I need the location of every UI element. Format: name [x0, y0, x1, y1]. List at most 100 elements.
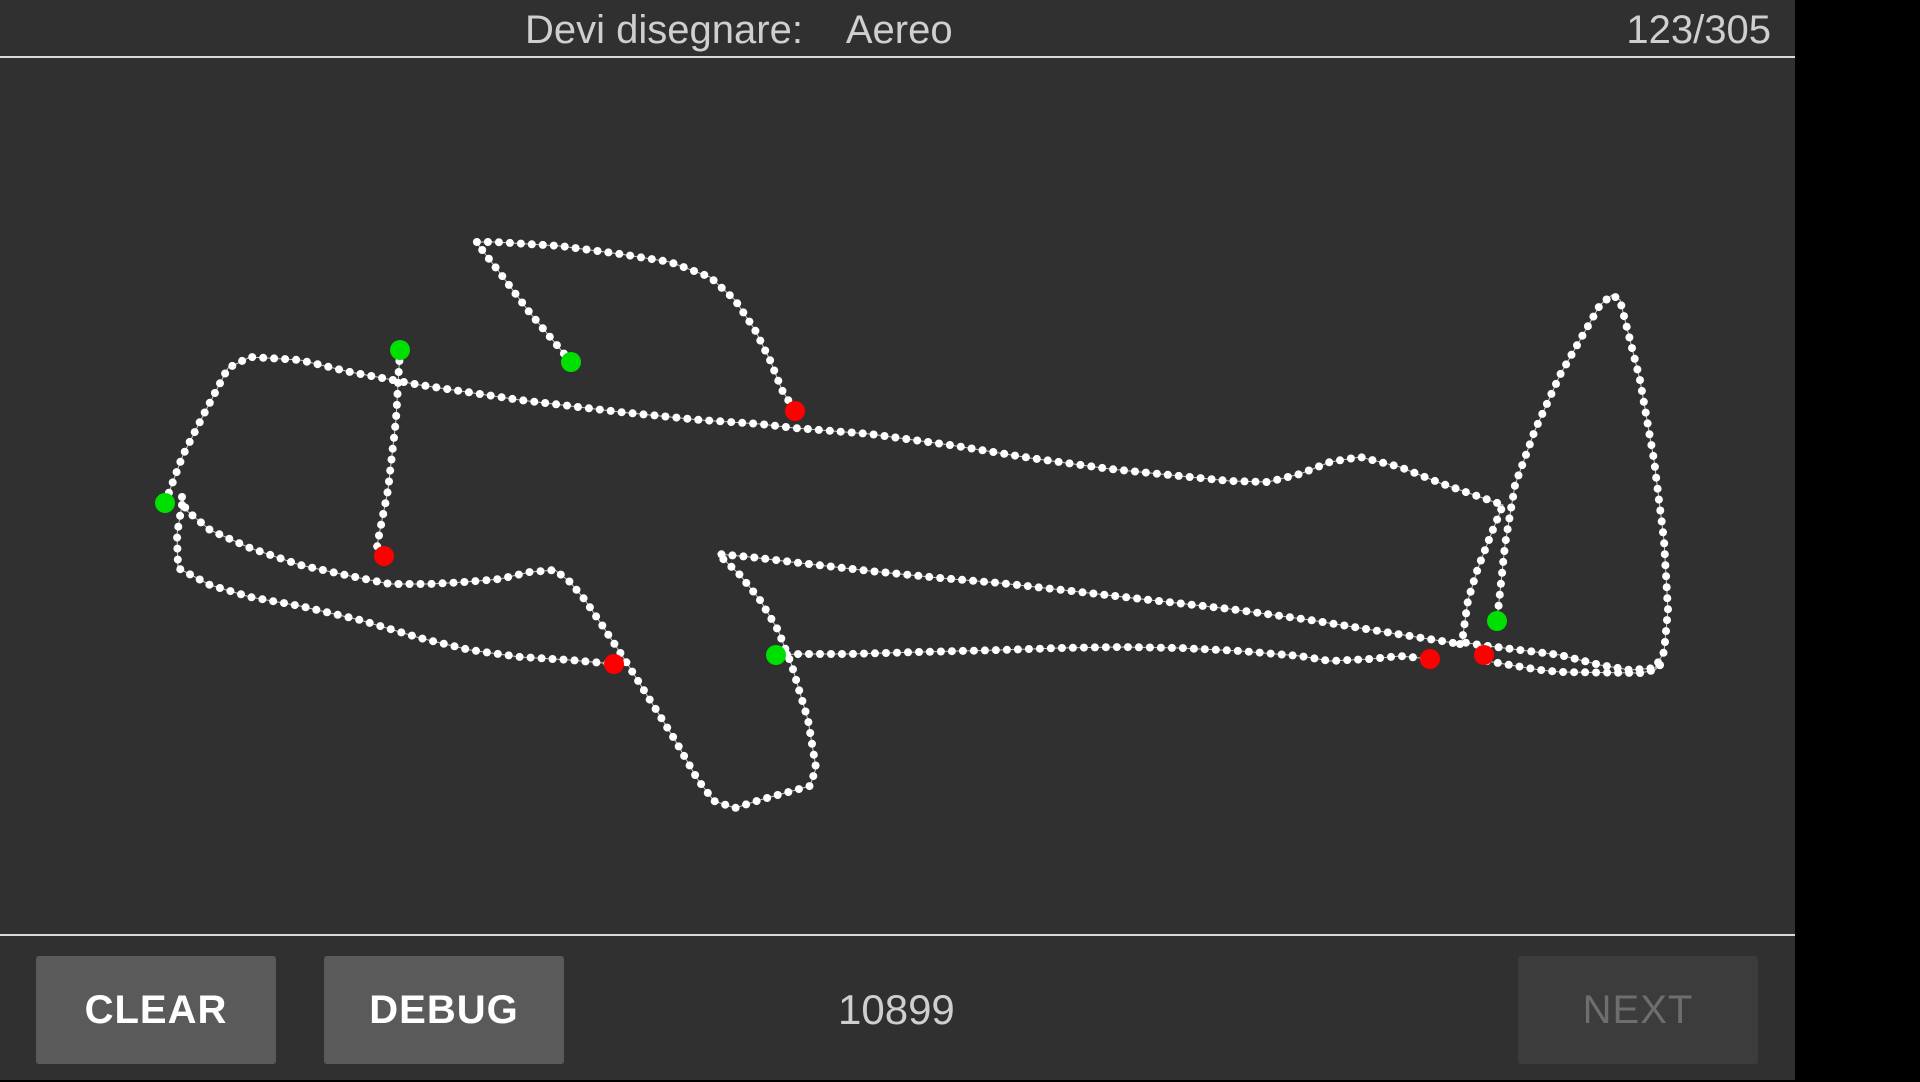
stroke-end-marker: [785, 401, 805, 421]
stroke-point: [1514, 471, 1523, 480]
stroke-point: [1321, 656, 1330, 665]
stroke-point: [1155, 597, 1163, 605]
debug-button[interactable]: DEBUG: [324, 956, 564, 1064]
stroke-point: [1488, 525, 1497, 534]
stroke-point: [1078, 588, 1087, 597]
stroke-point: [1156, 643, 1165, 652]
stroke-point: [804, 560, 813, 568]
stroke-point: [674, 742, 683, 751]
stroke-point: [1526, 664, 1535, 673]
drawing-canvas[interactable]: [0, 58, 1795, 934]
stroke-point: [1570, 654, 1579, 663]
stroke-point: [1045, 584, 1054, 593]
stroke-point: [297, 561, 306, 570]
stroke-point: [365, 618, 374, 627]
stroke-point: [482, 648, 491, 657]
stroke-point: [1032, 454, 1041, 463]
stroke-point: [344, 613, 353, 622]
stroke-point: [1189, 644, 1198, 653]
stroke-point: [598, 621, 607, 630]
next-button[interactable]: NEXT: [1518, 956, 1758, 1064]
stroke-point: [727, 562, 736, 571]
stroke-point: [989, 448, 998, 456]
stroke-point: [269, 597, 278, 606]
stroke-point: [1460, 620, 1469, 629]
stroke-point: [429, 637, 438, 646]
stroke-point: [270, 354, 279, 363]
stroke-point: [1662, 627, 1670, 636]
stroke-point: [472, 646, 480, 655]
stroke-point: [351, 573, 360, 581]
stroke-point: [1354, 655, 1363, 664]
stroke-start-marker: [155, 493, 175, 513]
stroke-point: [1133, 594, 1142, 603]
stroke-point: [313, 360, 322, 369]
stroke-point: [565, 577, 574, 586]
stroke-point: [340, 570, 349, 579]
stroke-point: [1529, 430, 1538, 439]
stroke-point: [967, 444, 976, 453]
stroke-point: [1131, 467, 1139, 476]
stroke-point: [556, 570, 565, 579]
stroke-point: [777, 634, 786, 643]
stroke-point: [750, 553, 759, 562]
clear-button[interactable]: CLEAR: [36, 956, 276, 1064]
stroke-point: [815, 561, 824, 570]
stroke-point: [739, 308, 748, 317]
stroke-point: [1336, 456, 1344, 465]
stroke-point: [536, 567, 545, 576]
stroke-point: [1207, 475, 1216, 484]
stroke-point: [1472, 491, 1481, 500]
stroke-point: [1152, 469, 1161, 478]
stroke-point: [383, 579, 392, 588]
stroke-point: [1304, 466, 1313, 475]
stroke-point: [1617, 301, 1626, 310]
stroke-point: [945, 441, 954, 449]
stroke-point: [756, 336, 765, 345]
fuselage-bottom-stroke: [178, 493, 1464, 812]
stroke-point: [814, 425, 823, 434]
stroke-point: [180, 447, 189, 456]
stroke-point: [1251, 477, 1260, 486]
stroke-point: [1376, 654, 1385, 662]
stroke-point: [497, 393, 506, 402]
stroke-point: [377, 520, 386, 529]
stroke-point: [1430, 476, 1439, 485]
stroke-point: [1046, 644, 1055, 653]
stroke-point: [761, 554, 770, 563]
stroke-point: [1000, 449, 1009, 458]
stroke-point: [622, 658, 631, 667]
stroke-point: [958, 646, 967, 655]
stroke-point: [176, 457, 185, 466]
stroke-point: [882, 649, 890, 657]
stroke-point: [710, 797, 719, 806]
stroke-point: [1645, 430, 1654, 439]
stroke-point: [1244, 647, 1253, 656]
stroke-point: [1368, 456, 1377, 465]
stroke-point: [1594, 303, 1603, 312]
stroke-point: [259, 353, 268, 362]
stroke-point: [505, 238, 514, 247]
stroke-point: [1329, 619, 1338, 628]
stroke-point: [1493, 658, 1502, 667]
stroke-point: [1494, 643, 1503, 652]
stroke-point: [935, 439, 943, 448]
stroke-point: [617, 408, 626, 417]
stroke-point: [1448, 638, 1457, 647]
stroke-point: [801, 707, 810, 716]
stroke-point: [504, 651, 513, 660]
stroke-point: [225, 534, 234, 543]
progress-counter: 123/305: [1626, 8, 1771, 52]
stroke-point: [1035, 644, 1044, 653]
stroke-point: [1145, 643, 1154, 652]
stroke-point: [1559, 668, 1568, 676]
stroke-point: [1023, 582, 1032, 591]
stroke-point: [472, 238, 481, 246]
stroke-point: [205, 525, 214, 534]
stroke-point: [1408, 653, 1417, 662]
stroke-point: [394, 368, 403, 376]
stroke-point: [372, 577, 381, 586]
stroke-point: [405, 580, 414, 588]
stroke-point: [1542, 399, 1551, 408]
stroke-point: [1379, 458, 1388, 467]
